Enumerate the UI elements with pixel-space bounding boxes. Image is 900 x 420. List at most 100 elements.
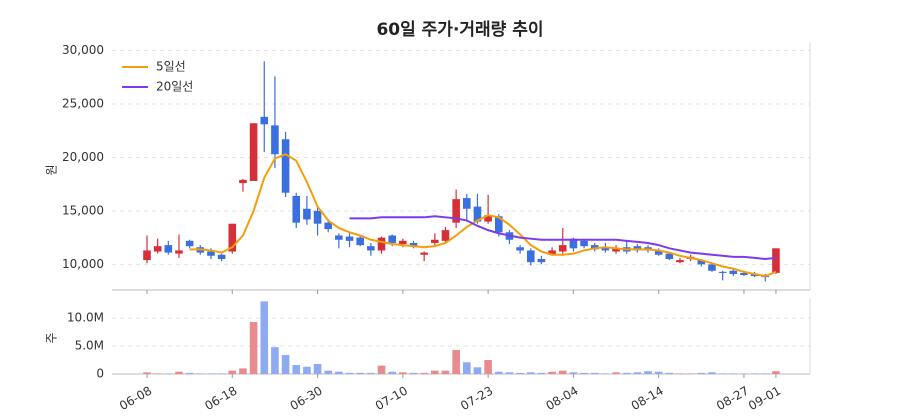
candle-body xyxy=(697,260,706,265)
volume-bar xyxy=(281,355,290,374)
volume-bar xyxy=(750,373,759,374)
x-tick-label: 09-01 xyxy=(746,384,783,414)
candle-body xyxy=(217,254,226,259)
volume-bar xyxy=(548,371,556,374)
volume-bar xyxy=(665,372,674,374)
candle-body xyxy=(228,223,237,252)
volume-bar xyxy=(526,372,535,374)
volume-bar xyxy=(196,373,205,374)
x-tick-label: 06-30 xyxy=(288,384,325,414)
candle-body xyxy=(420,252,428,255)
candle-body xyxy=(249,123,258,181)
volume-bar xyxy=(345,372,354,374)
volume-bar xyxy=(420,372,428,374)
volume-bar xyxy=(718,373,727,374)
y-tick-label: 15,000 xyxy=(62,203,104,217)
candle-body xyxy=(484,215,492,222)
volume-bar xyxy=(303,366,311,374)
volume-bar xyxy=(207,373,215,374)
volume-bar xyxy=(431,370,439,374)
volume-bar xyxy=(569,372,578,374)
volume-bar xyxy=(558,370,567,374)
candle-body xyxy=(612,248,620,252)
candle-body xyxy=(516,247,524,251)
volume-bar xyxy=(217,373,226,374)
candle-body xyxy=(281,139,290,193)
candle-body xyxy=(356,237,364,246)
volume-bar xyxy=(676,373,684,374)
volume-bar xyxy=(761,373,770,374)
candle-body xyxy=(185,240,194,247)
candle-body xyxy=(153,246,162,252)
candle-body xyxy=(580,240,588,247)
volume-bar xyxy=(494,371,503,374)
candle-body xyxy=(708,264,716,271)
volume-bar xyxy=(729,373,738,374)
candle-body xyxy=(718,271,727,273)
volume-bar xyxy=(612,372,620,374)
volume-bar xyxy=(313,363,322,374)
candle-body xyxy=(143,250,151,261)
volume-bar xyxy=(260,301,269,374)
volume-bar xyxy=(143,372,151,374)
candle-body xyxy=(729,270,738,274)
volume-bar xyxy=(590,372,599,374)
candle-body xyxy=(537,259,546,263)
y-tick-label: 0 xyxy=(96,367,104,381)
candle-body xyxy=(772,248,780,273)
candle-body xyxy=(271,125,279,155)
candle-body xyxy=(388,235,396,243)
candle-body xyxy=(164,245,173,253)
candle-body xyxy=(260,116,269,125)
volume-bar xyxy=(740,373,748,374)
y-tick-label: 30,000 xyxy=(62,43,104,57)
volume-bar xyxy=(580,372,588,374)
x-tick-label: 06-08 xyxy=(117,384,154,414)
y-axis-label: 주 xyxy=(45,332,59,343)
volume-bar xyxy=(644,371,652,374)
x-tick-label: 08-27 xyxy=(714,384,751,414)
candle-body xyxy=(665,253,674,259)
volume-bar xyxy=(633,372,642,374)
y-tick-label: 10,000 xyxy=(62,257,104,271)
candle-body xyxy=(335,235,343,240)
volume-bar xyxy=(452,349,460,374)
volume-bar xyxy=(516,372,524,374)
ma-line xyxy=(349,215,777,261)
candle-body xyxy=(441,230,450,241)
volume-bar xyxy=(185,372,194,374)
candle-body xyxy=(207,251,215,256)
volume-bar xyxy=(686,373,695,374)
candle-body xyxy=(558,245,567,252)
volume-bar xyxy=(473,367,482,374)
candle-body xyxy=(590,245,599,250)
y-tick-label: 10.0M xyxy=(67,311,104,325)
volume-bar xyxy=(335,371,343,374)
candle-body xyxy=(494,216,503,233)
candle-body xyxy=(292,195,301,223)
volume-bar xyxy=(292,365,301,374)
candle-body xyxy=(569,238,578,249)
volume-bar xyxy=(622,372,631,374)
x-tick-label: 08-14 xyxy=(629,384,666,414)
volume-bar xyxy=(271,347,279,374)
candle-body xyxy=(463,198,471,209)
volume-bar xyxy=(388,371,396,374)
y-axis-label: 원 xyxy=(45,164,59,175)
volume-bar xyxy=(153,373,162,374)
volume-bar xyxy=(409,372,418,374)
volume-bar xyxy=(228,370,237,374)
volume-bar xyxy=(505,372,514,374)
candle-body xyxy=(399,240,407,245)
volume-bar xyxy=(239,368,247,374)
x-tick-label: 07-10 xyxy=(373,384,410,414)
x-tick-label: 06-18 xyxy=(202,384,239,414)
volume-bar xyxy=(356,372,364,374)
ma-line xyxy=(189,153,777,278)
candle-body xyxy=(750,273,759,277)
x-tick-label: 08-04 xyxy=(543,384,580,414)
candle-body xyxy=(526,250,535,263)
volume-bar xyxy=(164,373,173,374)
candle-body xyxy=(324,222,333,230)
volume-bar xyxy=(601,373,610,374)
